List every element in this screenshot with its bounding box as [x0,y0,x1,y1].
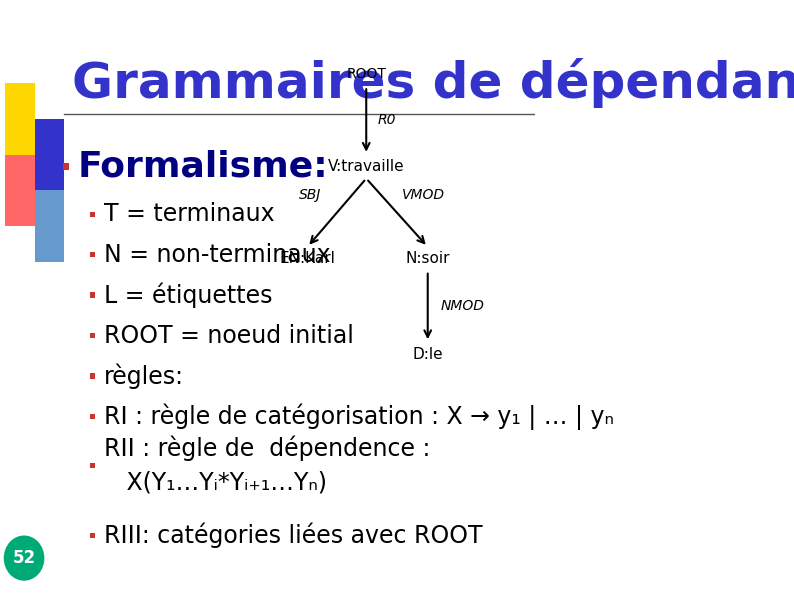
Text: Formalisme:: Formalisme: [78,149,328,184]
FancyBboxPatch shape [90,463,95,468]
Text: VMOD: VMOD [403,188,445,202]
Text: EN:Karl: EN:Karl [279,251,335,267]
Text: RII : règle de  dépendence :
   X(Y₁…Yᵢ*Yᵢ₊₁…Yₙ): RII : règle de dépendence : X(Y₁…Yᵢ*Yᵢ₊₁… [104,436,430,495]
FancyBboxPatch shape [63,164,69,170]
FancyBboxPatch shape [90,252,95,257]
Text: T = terminaux: T = terminaux [104,202,275,226]
FancyBboxPatch shape [90,533,95,538]
Text: 52: 52 [13,549,36,567]
FancyBboxPatch shape [90,374,95,379]
Text: SBJ: SBJ [299,188,322,202]
Text: L = étiquettes: L = étiquettes [104,283,273,308]
Text: V:travaille: V:travaille [328,159,405,174]
Text: ROOT = noeud initial: ROOT = noeud initial [104,324,354,347]
FancyBboxPatch shape [90,414,95,419]
Circle shape [4,536,44,581]
Text: N = non-terminaux: N = non-terminaux [104,243,331,267]
Text: ROOT: ROOT [346,67,386,82]
FancyBboxPatch shape [6,155,35,226]
Text: R0: R0 [378,114,396,127]
Text: N:soir: N:soir [406,251,450,267]
Text: Grammaires de dépendance: Grammaires de dépendance [72,58,794,108]
FancyBboxPatch shape [6,83,35,155]
FancyBboxPatch shape [90,212,95,217]
Text: D:le: D:le [412,346,443,362]
FancyBboxPatch shape [35,119,64,190]
Text: RI : règle de catégorisation : X → y₁ | … | yₙ: RI : règle de catégorisation : X → y₁ | … [104,403,615,430]
Text: NMOD: NMOD [441,299,485,314]
Text: RIII: catégories liées avec ROOT: RIII: catégories liées avec ROOT [104,523,483,548]
FancyBboxPatch shape [90,293,95,298]
Text: règles:: règles: [104,364,184,389]
FancyBboxPatch shape [35,190,64,262]
FancyBboxPatch shape [90,333,95,338]
